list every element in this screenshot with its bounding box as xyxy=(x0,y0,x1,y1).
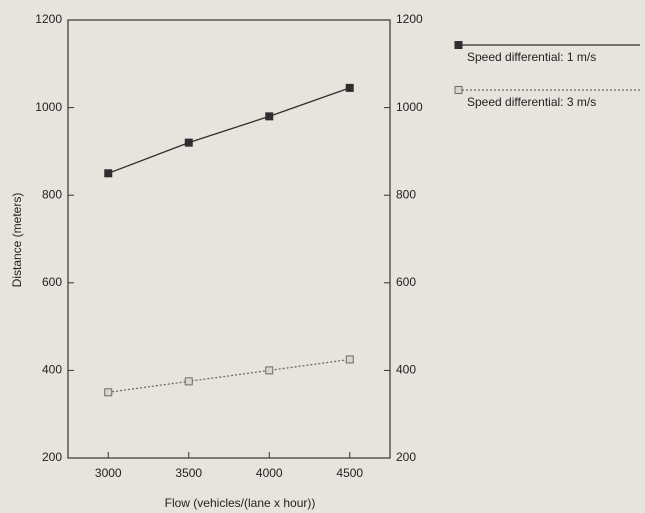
legend-label: Speed differential: 3 m/s xyxy=(467,95,596,109)
y2-tick-label: 600 xyxy=(396,275,416,289)
series-marker xyxy=(104,388,113,397)
y-tick-label: 400 xyxy=(42,363,62,377)
y2-tick-label: 1000 xyxy=(396,100,423,114)
legend-marker xyxy=(454,41,463,49)
series-marker xyxy=(345,83,354,92)
x-axis-label: Flow (vehicles/(lane x hour)) xyxy=(165,496,316,510)
series-marker xyxy=(184,377,193,386)
series-marker xyxy=(184,138,193,147)
x-tick-label: 4000 xyxy=(256,466,283,480)
y2-tick-label: 400 xyxy=(396,363,416,377)
series-marker xyxy=(265,112,274,121)
plot-frame xyxy=(67,19,391,459)
x-tick-label: 3000 xyxy=(95,466,122,480)
legend-label: Speed differential: 1 m/s xyxy=(467,50,596,64)
legend-marker xyxy=(454,86,463,94)
y-tick-label: 1200 xyxy=(35,12,62,26)
y2-tick-label: 200 xyxy=(396,450,416,464)
series-marker xyxy=(345,355,354,364)
series-line xyxy=(108,358,350,393)
y-tick-label: 600 xyxy=(42,275,62,289)
y2-tick-label: 800 xyxy=(396,187,416,201)
y-tick-label: 200 xyxy=(42,450,62,464)
y-axis-label: Distance (meters) xyxy=(10,193,24,288)
series-marker xyxy=(104,169,113,178)
series-line xyxy=(108,87,350,174)
y-tick-label: 1000 xyxy=(35,100,62,114)
x-tick-label: 4500 xyxy=(336,466,363,480)
series-marker xyxy=(265,366,274,375)
x-tick-label: 3500 xyxy=(175,466,202,480)
y2-tick-label: 1200 xyxy=(396,12,423,26)
y-tick-label: 800 xyxy=(42,187,62,201)
